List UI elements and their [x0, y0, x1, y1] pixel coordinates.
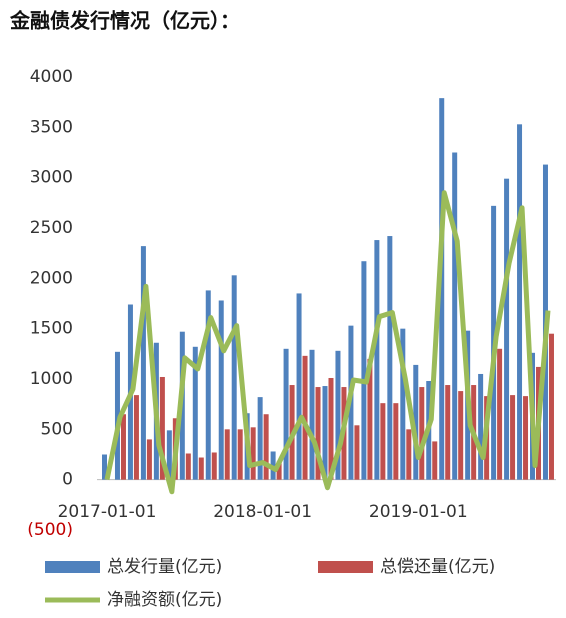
legend-label: 总偿还量(亿元) [380, 557, 495, 577]
bar [452, 152, 458, 480]
bar [231, 275, 237, 480]
bar [380, 403, 386, 480]
bar [237, 429, 243, 480]
bar [354, 425, 360, 480]
bar [393, 403, 399, 480]
bar [548, 333, 554, 480]
bar [102, 454, 107, 480]
line [104, 190, 551, 495]
bar [367, 358, 373, 480]
bar [159, 376, 165, 480]
bar [445, 385, 451, 480]
y-tick-label: 3500 [30, 117, 73, 137]
bar [322, 386, 328, 480]
bar [328, 377, 334, 480]
bar [257, 397, 263, 480]
bar [315, 387, 321, 480]
bar [387, 236, 393, 480]
y-tick-label: 3000 [30, 168, 73, 188]
bar [374, 240, 380, 480]
bar [296, 293, 302, 480]
bar [309, 349, 315, 480]
chart-title: 金融债发行情况（亿元）： [9, 9, 240, 33]
bar [185, 453, 191, 480]
x-tick-label: 2018-01-01 [213, 502, 312, 522]
legend-label: 净融资额(亿元) [107, 590, 222, 610]
bar [192, 346, 198, 480]
bar [263, 414, 269, 480]
bar [335, 350, 341, 480]
legend-swatch [45, 561, 100, 573]
bar [504, 178, 510, 480]
legend-swatch [318, 561, 373, 573]
bar [133, 395, 139, 480]
bar [218, 300, 224, 480]
y-tick-label: 4000 [30, 67, 73, 87]
bar [478, 373, 484, 480]
bar [198, 457, 204, 480]
y-tick-label: 2500 [30, 218, 73, 238]
bar [400, 328, 406, 480]
bar [497, 348, 503, 480]
bar [517, 124, 523, 480]
bar [205, 290, 211, 480]
bar [419, 387, 425, 480]
legend-label: 总发行量(亿元) [107, 557, 222, 577]
bar [361, 261, 367, 480]
bar [458, 391, 464, 480]
bar [302, 355, 308, 480]
x-tick-label: 2017-01-01 [58, 502, 157, 522]
bar [140, 246, 146, 480]
bar [283, 348, 289, 480]
bar [114, 351, 120, 480]
bar [250, 427, 256, 480]
y-tick-label: 500 [41, 419, 73, 439]
bar [510, 395, 516, 480]
bar [146, 439, 152, 480]
y-tick-label: (500) [27, 520, 73, 540]
bar [120, 414, 126, 480]
bar [406, 429, 412, 480]
bar [211, 452, 217, 480]
y-tick-label: 1500 [30, 319, 73, 339]
bar [523, 396, 529, 480]
bar [439, 98, 445, 480]
x-tick-label: 2019-01-01 [369, 502, 468, 522]
y-tick-label: 2000 [30, 268, 73, 288]
y-tick-label: 0 [62, 470, 73, 490]
bar [413, 364, 419, 480]
bar [224, 429, 230, 480]
bar [276, 461, 282, 480]
bar [432, 441, 438, 480]
y-tick-label: 1000 [30, 369, 73, 389]
bar [166, 430, 172, 480]
